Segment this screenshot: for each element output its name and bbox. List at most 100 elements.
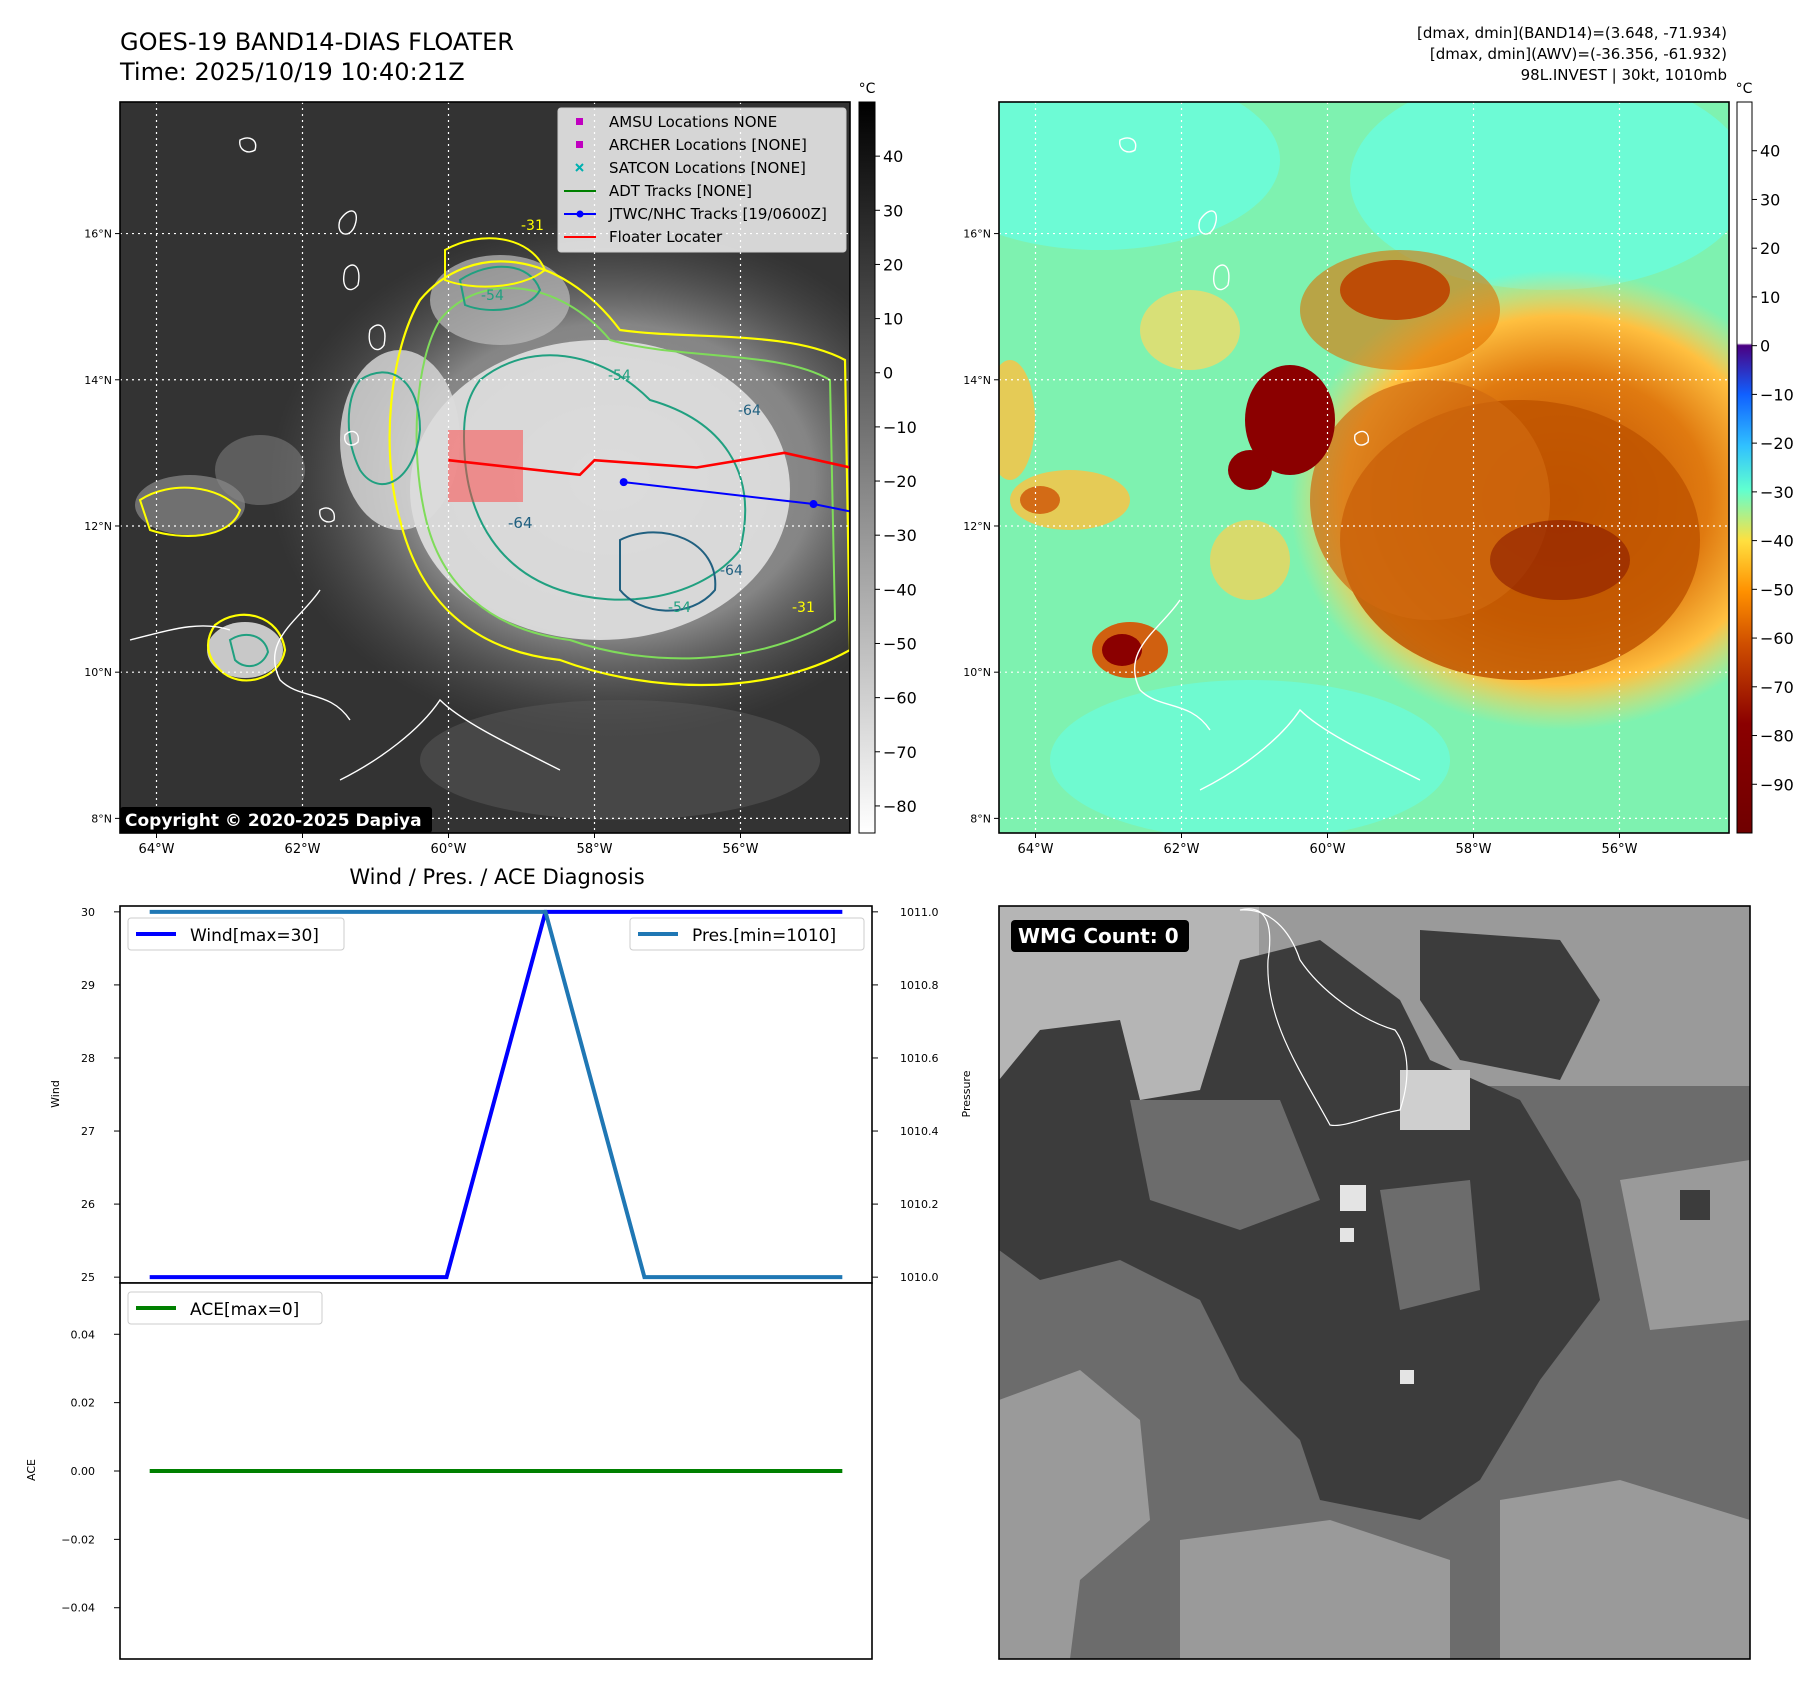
awv-map-panel: 16°N 14°N 12°N 10°N 8°N 64°W 62°W 60°W 58°W 56°W	[963, 101, 1730, 857]
ir-lat-tick-label: 8°N	[91, 812, 112, 825]
ace-tick-label: 0.02	[71, 1397, 96, 1410]
pressure-legend: Pres.[min=1010]	[629, 917, 865, 951]
awv-lat-tick-label: 14°N	[963, 374, 991, 387]
jtwc-track-point	[809, 500, 818, 509]
ir-map-tracks	[448, 451, 850, 513]
awv-map-gridlines	[999, 102, 1729, 833]
awv-lat-tick-label: 10°N	[963, 666, 991, 679]
colorbar-tick-label: −30	[883, 526, 917, 545]
wind-axis-label: Wind	[49, 1080, 62, 1108]
awv-colorbar-unit: °C	[1736, 81, 1753, 97]
ir-lat-tick-label: 12°N	[84, 520, 112, 533]
ir-map-lat-ticks: 16°N 14°N 12°N 10°N 8°N	[84, 228, 120, 825]
colorbar-tick-label: −20	[1760, 434, 1794, 453]
wmg-panel: WMG Count: 0	[998, 905, 1751, 1660]
colorbar-tick-label: 0	[883, 364, 893, 383]
figure-title: GOES-19 BAND14-DIAS FLOATER	[120, 28, 514, 56]
diag-title: Wind / Pres. / ACE Diagnosis	[349, 865, 644, 889]
awv-lat-tick-label: 8°N	[970, 812, 991, 825]
wind-tick-label: 30	[81, 906, 95, 919]
contour-label: -31	[792, 600, 815, 616]
awv-lat-tick-label: 12°N	[963, 520, 991, 533]
wind-legend-label: Wind[max=30]	[190, 926, 319, 946]
ace-tick-label: −0.02	[61, 1533, 95, 1546]
awv-lon-tick-label: 62°W	[1164, 842, 1200, 857]
colorbar-tick-label: −80	[1760, 727, 1794, 746]
jtwc-track-point	[619, 478, 628, 487]
awv-colorbar: °C 40 30 20 10 0 −10 −20 −30 −40 −50 −60 −70 −80 −90	[1736, 81, 1794, 834]
legend-item-label: AMSU Locations NONE	[609, 113, 777, 131]
legend-square-marker	[576, 141, 583, 148]
colorbar-tick-label: −50	[1760, 580, 1794, 599]
contour-labels: -31 -54 -64 -64 -54 -31 -64 -54	[481, 218, 815, 616]
ir-lon-tick-label: 62°W	[285, 842, 321, 857]
colorbar-tick-label: −40	[883, 580, 917, 599]
colorbar-tick-label: −10	[1760, 385, 1794, 404]
wind-legend: Wind[max=30]	[127, 917, 345, 951]
pressure-tick-label: 1010.2	[900, 1198, 939, 1211]
wmg-count-text: WMG Count: 0	[1018, 924, 1179, 948]
ace-axis-label: ACE	[25, 1459, 38, 1481]
ir-lon-tick-label: 60°W	[431, 842, 467, 857]
ir-map-lon-ticks: 64°W 62°W 60°W 58°W 56°W	[139, 833, 759, 857]
contour-label: -64	[738, 403, 761, 419]
ir-colorbar-unit: °C	[859, 81, 876, 97]
colorbar-tick-label: 10	[1760, 288, 1780, 307]
wind-tick-label: 25	[81, 1271, 95, 1284]
wind-tick-label: 26	[81, 1198, 95, 1211]
colorbar-tick-label: 40	[883, 147, 903, 166]
colorbar-tick-label: −80	[883, 797, 917, 816]
wind-pressure-chart: 30 29 28 27 26 25 1011.0 1010.8 1010.6 1010.4 101…	[49, 905, 973, 1284]
wind-tick-label: 29	[81, 979, 95, 992]
wind-tick-label: 28	[81, 1052, 95, 1065]
colorbar-tick-label: −70	[1760, 678, 1794, 697]
wmg-count-badge: WMG Count: 0	[1011, 920, 1189, 952]
awv-map-lon-ticks: 64°W 62°W 60°W 58°W 56°W	[1018, 833, 1638, 857]
pressure-tick-label: 1010.4	[900, 1125, 939, 1138]
colorbar-tick-label: 20	[883, 255, 903, 274]
legend-dot-marker	[576, 210, 584, 218]
awv-lon-tick-label: 64°W	[1018, 842, 1054, 857]
contour-label: -64	[720, 563, 743, 579]
legend-item-label: Floater Locater	[609, 228, 723, 246]
colorbar-tick-label: 40	[1760, 142, 1780, 161]
wind-series-line	[149, 909, 843, 1280]
colorbar-tick-label: −60	[883, 689, 917, 708]
awv-lon-tick-label: 60°W	[1310, 842, 1346, 857]
colorbar-tick-label: −20	[883, 472, 917, 491]
ir-lon-tick-label: 64°W	[139, 842, 175, 857]
ir-lon-tick-label: 56°W	[723, 842, 759, 857]
colorbar-tick-label: −50	[883, 634, 917, 653]
ir-lon-tick-label: 58°W	[577, 842, 613, 857]
contour-label: -64	[508, 514, 533, 532]
floater-track-line	[448, 451, 850, 477]
legend-x-marker	[575, 163, 584, 172]
colorbar-tick-label: −90	[1760, 775, 1794, 794]
legend-square-marker	[576, 118, 583, 125]
ir-map-panel: -31 -54 -64 -64 -54 -31 -64 -54 AMSU Loc…	[84, 101, 851, 857]
colorbar-tick-label: −40	[1760, 532, 1794, 551]
legend-item-label: SATCON Locations [NONE]	[609, 159, 806, 177]
pressure-tick-label: 1011.0	[900, 906, 939, 919]
pressure-tick-label: 1010.8	[900, 979, 939, 992]
colorbar-tick-label: 0	[1760, 337, 1770, 356]
awv-map-lat-ticks: 16°N 14°N 12°N 10°N 8°N	[963, 228, 999, 825]
storm-info: 98L.INVEST | 30kt, 1010mb	[1521, 66, 1727, 84]
awv-lat-tick-label: 16°N	[963, 228, 991, 241]
pressure-tick-label: 1010.6	[900, 1052, 939, 1065]
legend-item-label: ARCHER Locations [NONE]	[609, 136, 807, 154]
ir-lat-tick-label: 10°N	[84, 666, 112, 679]
ir-map-legend: AMSU Locations NONE ARCHER Locations [NON…	[557, 107, 847, 253]
contour-label: -54	[481, 288, 504, 304]
pressure-legend-label: Pres.[min=1010]	[692, 926, 836, 946]
awv-lon-tick-label: 56°W	[1602, 842, 1638, 857]
colorbar-tick-label: −30	[1760, 483, 1794, 502]
ir-colorbar: °C 40 30 20 10 0 −10 −20 −30 −40 −50 −60 −70 −80	[858, 81, 917, 834]
ace-tick-label: −0.04	[61, 1602, 95, 1615]
colorbar-tick-label: −10	[883, 418, 917, 437]
pressure-series-line	[149, 909, 843, 1280]
ace-tick-label: 0.04	[71, 1328, 96, 1341]
contour-label: -31	[521, 218, 544, 234]
colorbar-tick-label: 10	[883, 310, 903, 329]
